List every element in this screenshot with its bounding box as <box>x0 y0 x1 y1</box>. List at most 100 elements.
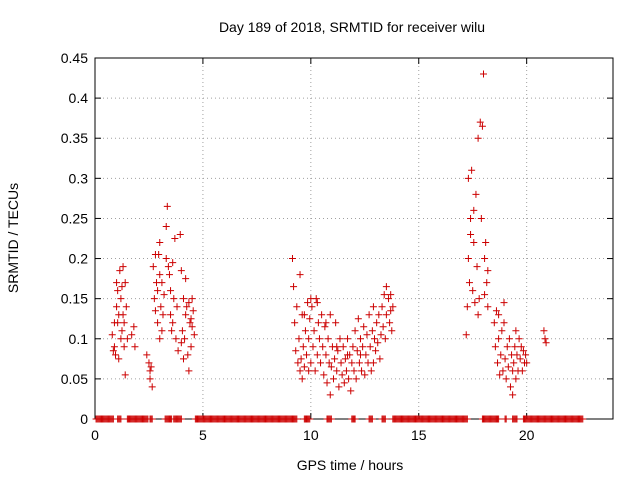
data-point <box>148 415 156 423</box>
data-point <box>156 335 164 343</box>
data-point <box>387 307 395 315</box>
data-point <box>366 343 374 351</box>
data-point <box>474 311 482 319</box>
data-point <box>181 335 189 343</box>
data-point <box>156 271 164 279</box>
data-point <box>375 311 383 319</box>
data-point <box>332 319 340 327</box>
data-point <box>579 415 587 423</box>
data-point <box>185 299 193 307</box>
data-point <box>305 335 313 343</box>
data-point <box>518 367 526 375</box>
data-point <box>295 335 303 343</box>
data-point <box>157 303 165 311</box>
data-point <box>484 303 492 311</box>
data-point <box>117 295 125 303</box>
data-point <box>177 339 185 347</box>
data-point <box>315 335 323 343</box>
data-point <box>188 295 196 303</box>
data-point <box>321 323 329 331</box>
data-point <box>131 343 139 351</box>
data-point <box>307 359 315 367</box>
data-point <box>148 383 156 391</box>
data-point <box>158 327 166 335</box>
data-point <box>388 327 396 335</box>
data-point <box>359 343 367 351</box>
y-tick-labels: 0 0.05 0.1 0.15 0.2 0.25 0.3 0.35 0.4 0.45 <box>61 50 88 427</box>
data-point <box>324 335 332 343</box>
data-point <box>333 343 341 351</box>
data-point <box>468 166 476 174</box>
data-point <box>314 319 322 327</box>
data-point <box>113 303 121 311</box>
x-tick-label: 5 <box>199 427 207 443</box>
data-point <box>353 347 361 355</box>
data-point <box>183 303 191 311</box>
data-point <box>310 327 318 335</box>
data-point <box>337 359 345 367</box>
data-point <box>495 415 503 423</box>
y-tick-label: 0.35 <box>61 130 88 146</box>
data-point <box>333 367 341 375</box>
data-point <box>121 279 129 287</box>
data-point <box>184 351 192 359</box>
data-point <box>336 335 344 343</box>
data-point <box>178 327 186 335</box>
data-point <box>299 343 307 351</box>
data-point <box>167 287 175 295</box>
data-point <box>160 291 168 299</box>
x-tick-label: 20 <box>519 427 535 443</box>
data-point <box>335 383 343 391</box>
data-point <box>344 335 352 343</box>
data-point <box>154 319 162 327</box>
data-point <box>187 343 195 351</box>
data-point <box>462 331 470 339</box>
data-point <box>110 343 118 351</box>
data-point <box>463 415 471 423</box>
data-point <box>502 415 510 423</box>
data-point <box>463 303 471 311</box>
data-point <box>369 303 377 311</box>
data-point <box>476 118 484 126</box>
data-point <box>311 367 319 375</box>
data-point <box>121 371 129 379</box>
data-point <box>179 295 187 303</box>
data-point <box>288 255 296 263</box>
data-point <box>517 343 525 351</box>
y-tick-label: 0.45 <box>61 50 88 66</box>
data-point <box>356 351 364 359</box>
data-point <box>354 315 362 323</box>
data-point <box>348 359 356 367</box>
data-point <box>331 355 339 363</box>
data-point <box>481 255 489 263</box>
data-point <box>540 327 548 335</box>
data-points <box>92 70 587 423</box>
data-point <box>165 271 173 279</box>
data-point <box>338 371 346 379</box>
data-point <box>477 214 485 222</box>
data-point <box>511 343 519 351</box>
data-point <box>513 351 521 359</box>
data-point <box>371 335 379 343</box>
data-point <box>117 335 125 343</box>
data-point <box>146 375 154 383</box>
data-point <box>115 355 123 363</box>
data-point <box>522 351 530 359</box>
data-point <box>172 335 180 343</box>
data-point <box>512 327 520 335</box>
data-point <box>465 279 473 287</box>
data-point <box>322 319 330 327</box>
data-point <box>309 343 317 351</box>
data-point <box>334 347 342 355</box>
data-point <box>504 363 512 371</box>
data-point <box>381 335 389 343</box>
data-point <box>467 214 475 222</box>
data-point <box>360 323 368 331</box>
data-point <box>464 174 472 182</box>
data-point <box>467 230 475 238</box>
data-point <box>501 355 509 363</box>
data-point <box>300 363 308 371</box>
data-point <box>189 307 197 315</box>
data-point <box>483 279 491 287</box>
data-point <box>355 359 363 367</box>
